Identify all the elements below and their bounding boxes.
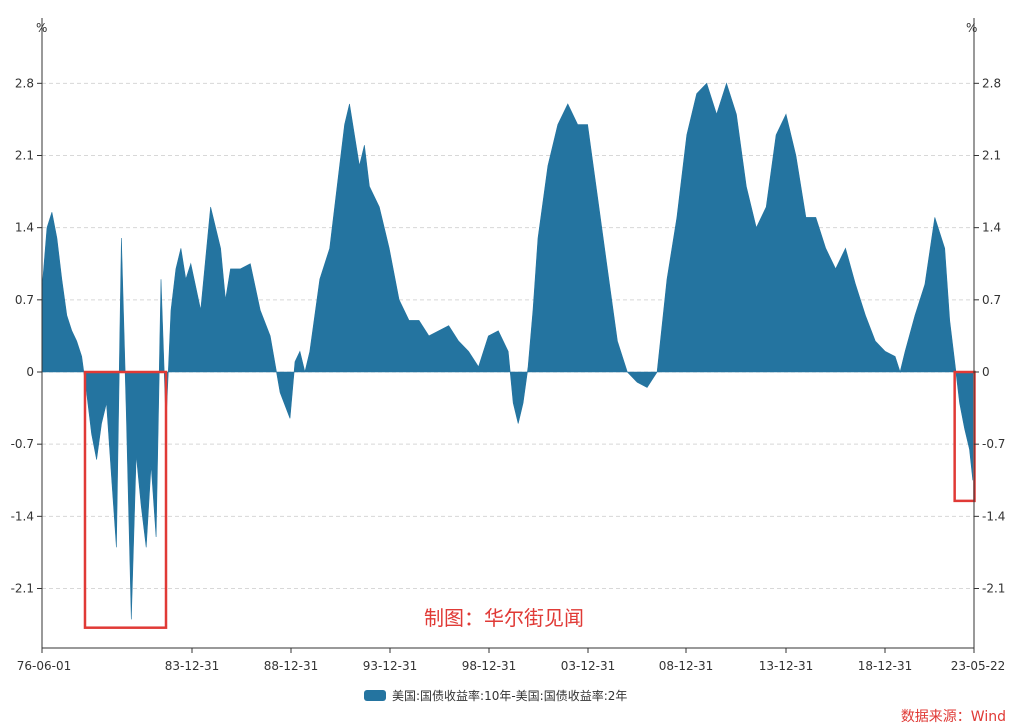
y-tick-label-right: 2.1 xyxy=(982,148,1001,162)
y-tick-label-right: -1.4 xyxy=(982,509,1005,523)
highlight-boxes xyxy=(83,370,976,629)
y-tick-label-left: -2.1 xyxy=(11,582,34,596)
x-tick-label: 88-12-31 xyxy=(264,659,318,673)
x-tick-label: 83-12-31 xyxy=(165,659,219,673)
data-source: 数据来源：Wind xyxy=(900,709,1006,725)
y-tick-label-right: -0.7 xyxy=(982,437,1005,451)
legend-swatch xyxy=(364,690,386,701)
y-tick-label-right: 0 xyxy=(982,365,990,379)
legend-label: 美国:国债收益率:10年-美国:国债收益率:2年 xyxy=(392,689,628,703)
y-tick-label-left: -1.4 xyxy=(11,509,34,523)
unit-right: % xyxy=(966,21,977,35)
x-tick-label: 13-12-31 xyxy=(759,659,813,673)
x-ticks: 76-06-01 83-12-31 88-12-31 93-12-31 98-12-31… xyxy=(17,648,1005,673)
highlight-box xyxy=(83,370,168,629)
y-tick-label-left: 2.1 xyxy=(15,148,34,162)
y-tick-label-left: -0.7 xyxy=(11,437,34,451)
y-ticks: 2.8 2.8 2.1 2.1 1.4 1.4 0.7 0.7 0 0 -0.7 -0.7 -1.4 -1… xyxy=(11,76,1006,595)
unit-left: % xyxy=(36,21,47,35)
y-tick-label-left: 0.7 xyxy=(15,293,34,307)
y-tick-label-right: -2.1 xyxy=(982,582,1005,596)
y-tick-label-right: 0.7 xyxy=(982,293,1001,307)
y-tick-label-left: 1.4 xyxy=(15,221,34,235)
x-tick-label: 23-05-22 xyxy=(951,659,1005,673)
legend: 美国:国债收益率:10年-美国:国债收益率:2年 xyxy=(364,687,627,704)
x-tick-label: 98-12-31 xyxy=(462,659,516,673)
y-tick-label-left: 2.8 xyxy=(15,76,34,90)
x-tick-label: 03-12-31 xyxy=(561,659,615,673)
watermark-text: 制图：华尔街见闻 xyxy=(424,606,584,630)
series-area xyxy=(41,82,974,620)
x-tick-label: 08-12-31 xyxy=(659,659,713,673)
y-tick-label-left: 0 xyxy=(26,365,34,379)
y-tick-label-right: 1.4 xyxy=(982,221,1001,235)
x-tick-label: 18-12-31 xyxy=(858,659,912,673)
x-tick-label: 93-12-31 xyxy=(363,659,417,673)
x-tick-label: 76-06-01 xyxy=(17,659,71,673)
y-tick-label-right: 2.8 xyxy=(982,76,1001,90)
